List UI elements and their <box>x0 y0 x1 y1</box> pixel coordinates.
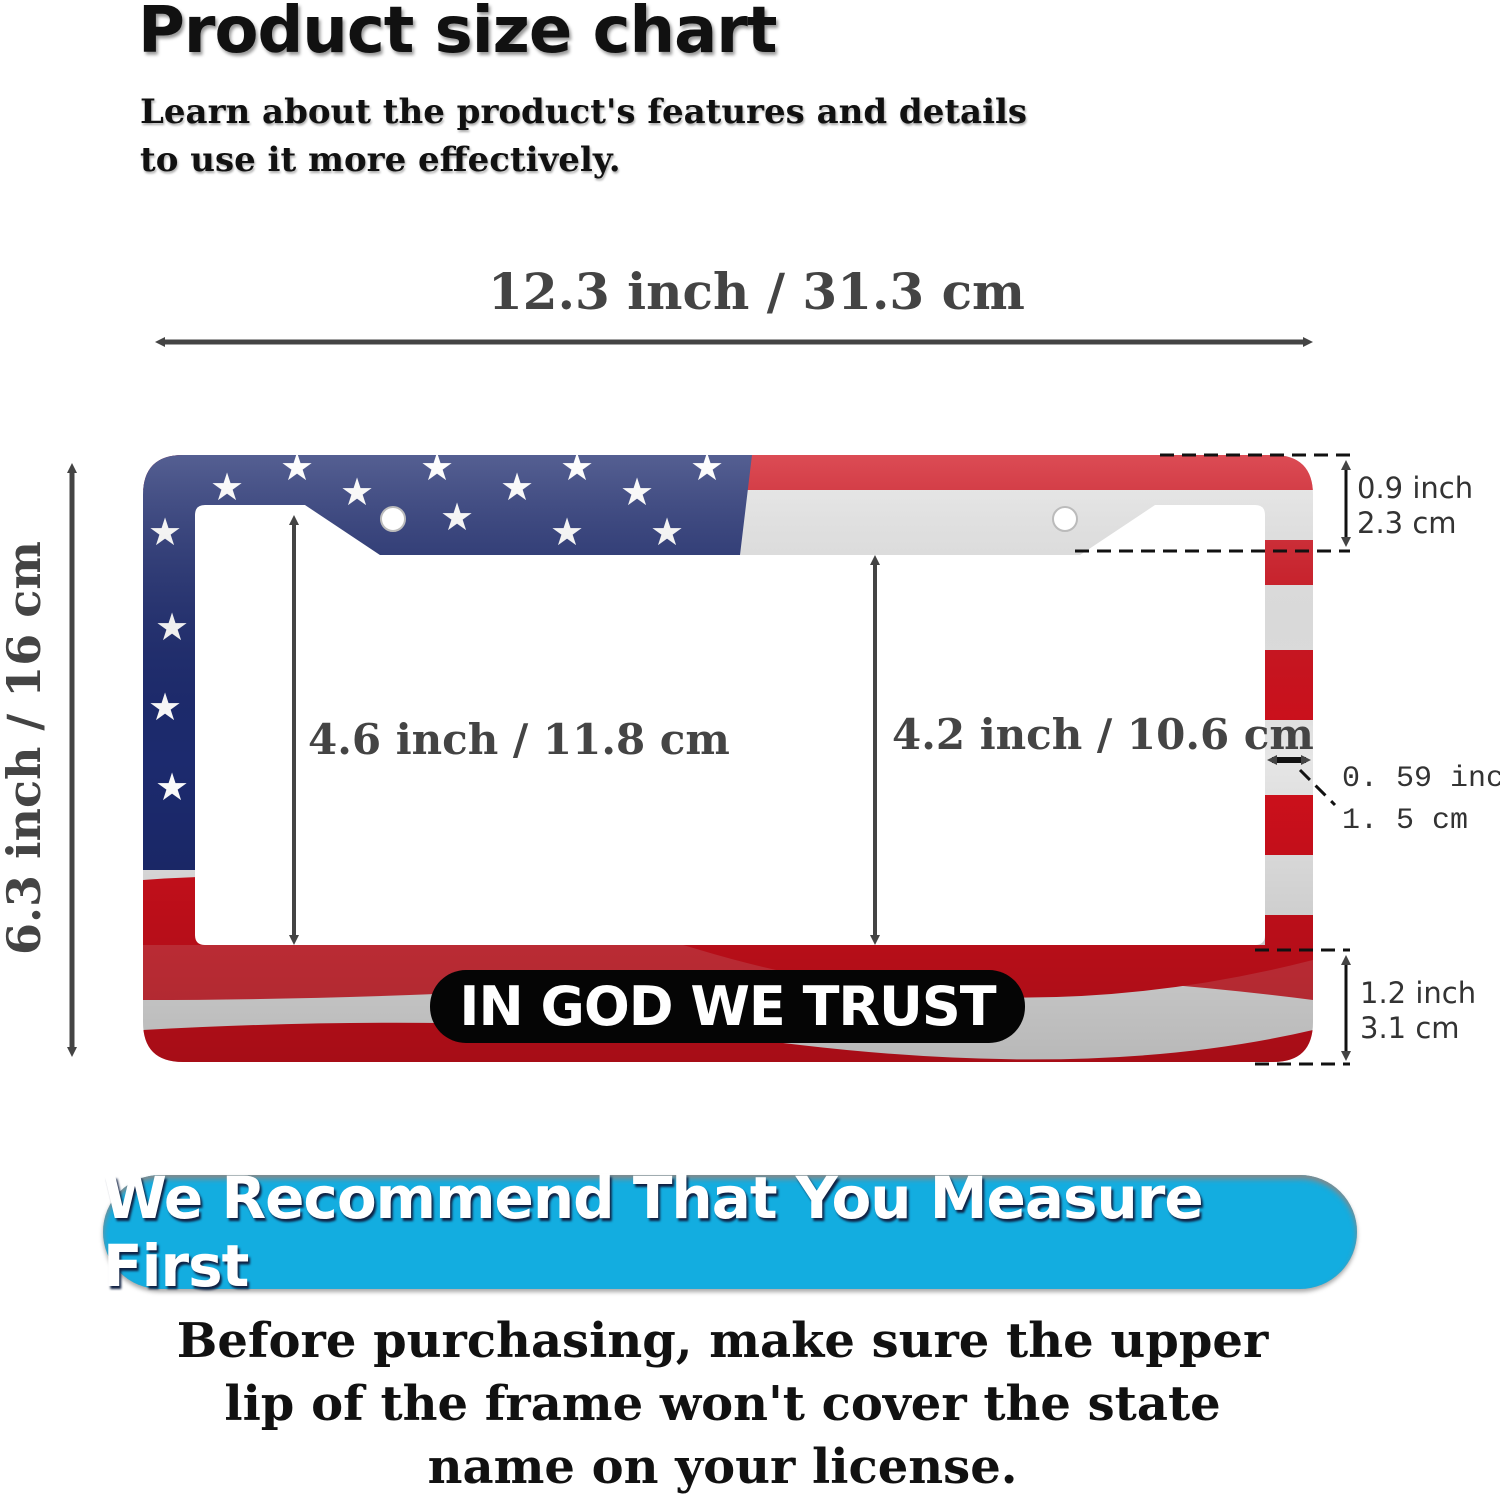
bottom-lip-label: 1.2 inch 3.1 cm <box>1360 976 1476 1046</box>
side-inch: 0. 59 inch <box>1342 762 1500 796</box>
top-lip-inch: 0.9 inch <box>1357 471 1474 505</box>
mount-hole-right <box>1052 506 1078 532</box>
note-line-3: name on your license. <box>427 1439 1018 1495</box>
note-line-1: Before purchasing, make sure the upper <box>176 1313 1269 1369</box>
bottom-cm: 3.1 cm <box>1360 1011 1460 1045</box>
subtitle-line-2: to use it more effectively. <box>140 140 621 180</box>
banner-text: We Recommend That You Measure First <box>103 1164 1204 1300</box>
bottom-inch: 1.2 inch <box>1360 976 1477 1010</box>
purchase-note: Before purchasing, make sure the upper l… <box>150 1310 1295 1499</box>
width-label: 12.3 inch / 31.3 cm <box>488 262 1025 321</box>
top-lip-cm: 2.3 cm <box>1357 506 1457 540</box>
subtitle: Learn about the product's features and d… <box>140 88 1100 184</box>
height-label: 6.3 inch / 16 cm <box>0 541 51 955</box>
left-opening-label: 4.6 inch / 11.8 cm <box>308 715 730 764</box>
subtitle-line-1: Learn about the product's features and d… <box>140 92 1028 132</box>
mount-hole-left <box>380 506 406 532</box>
page-title: Product size chart <box>138 0 777 68</box>
motto-text: IN GOD WE TRUST <box>459 975 996 1038</box>
motto-badge: IN GOD WE TRUST <box>430 970 1025 1043</box>
note-line-2: lip of the frame won't cover the state <box>224 1376 1221 1432</box>
right-opening-label: 4.2 inch / 10.6 cm <box>892 710 1314 759</box>
top-lip-label: 0.9 inch 2.3 cm <box>1357 471 1473 541</box>
measure-banner: We Recommend That You Measure First <box>103 1164 1357 1300</box>
side-cm: 1. 5 cm <box>1342 804 1469 838</box>
side-label: 0. 59 inch 1. 5 cm <box>1342 758 1500 842</box>
